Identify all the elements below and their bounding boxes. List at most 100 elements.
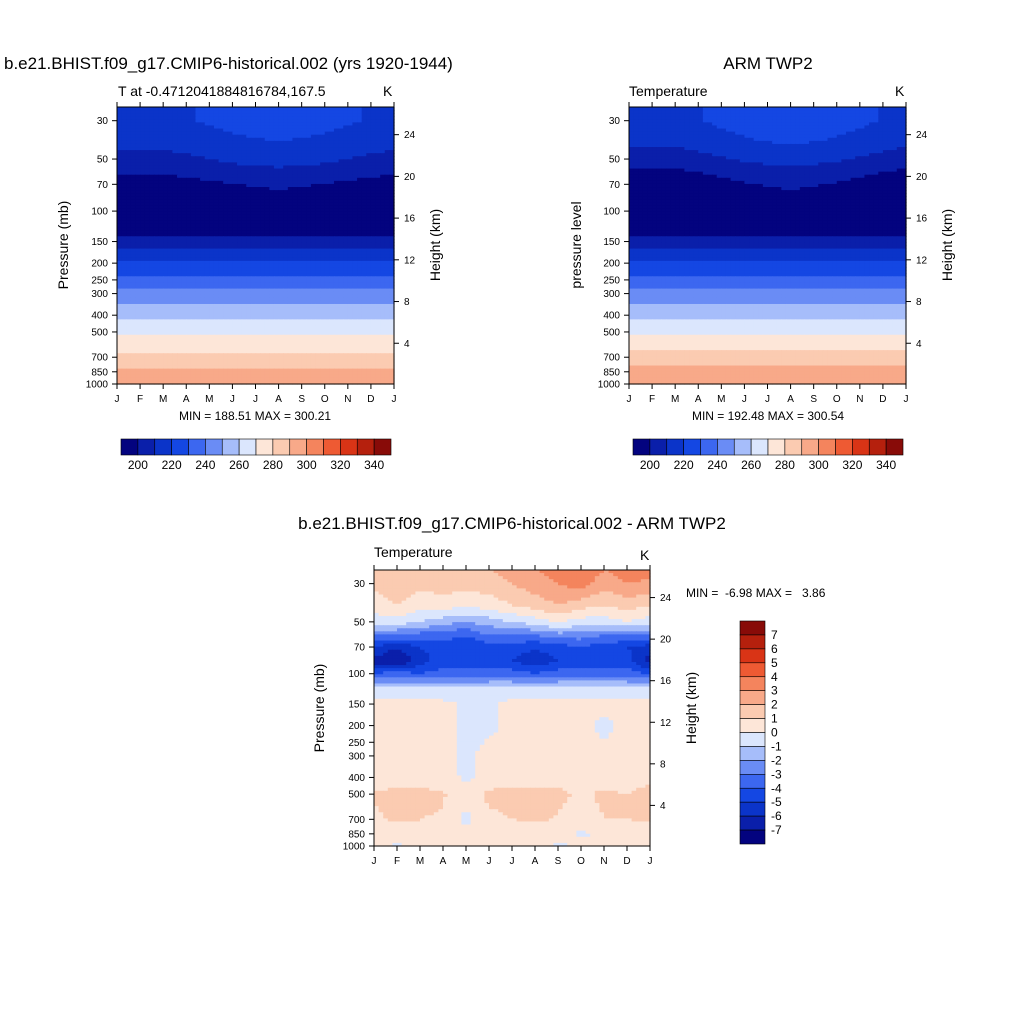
heatmap-cell bbox=[246, 230, 252, 234]
heatmap-cell bbox=[121, 131, 127, 136]
heatmap-cell bbox=[213, 276, 220, 280]
heatmap-cell bbox=[389, 214, 395, 219]
heatmap-cell bbox=[366, 248, 372, 253]
heatmap-cell bbox=[389, 328, 395, 333]
heatmap-cell bbox=[301, 125, 307, 130]
heatmap-cell bbox=[255, 208, 261, 213]
heatmap-cell bbox=[283, 205, 289, 210]
heatmap-cell bbox=[135, 303, 141, 308]
heatmap-cell bbox=[384, 190, 390, 194]
heatmap-cell bbox=[177, 168, 183, 173]
heatmap-cell bbox=[213, 131, 220, 136]
heatmap-cell bbox=[218, 220, 224, 225]
heatmap-cell bbox=[177, 276, 183, 280]
heatmap-cell bbox=[352, 165, 358, 170]
heatmap-cell bbox=[260, 193, 266, 197]
heatmap-cell bbox=[329, 276, 335, 280]
heatmap-cell bbox=[273, 168, 280, 173]
heatmap-cell bbox=[306, 282, 312, 287]
heatmap-cell bbox=[283, 183, 289, 188]
heatmap-cell bbox=[200, 208, 206, 213]
heatmap-cell bbox=[163, 116, 169, 120]
heatmap-cell bbox=[310, 331, 317, 336]
heatmap-cell bbox=[287, 282, 294, 287]
heatmap-cell bbox=[329, 174, 335, 179]
heatmap-cell bbox=[163, 300, 169, 305]
heatmap-cell bbox=[227, 220, 234, 225]
heatmap-cell bbox=[218, 251, 224, 256]
heatmap-cell bbox=[232, 353, 238, 357]
heatmap-cell bbox=[347, 187, 354, 191]
heatmap-cell bbox=[287, 134, 294, 139]
heatmap-cell bbox=[320, 143, 326, 148]
heatmap-cell bbox=[195, 331, 201, 336]
heatmap-cell bbox=[361, 162, 367, 167]
heatmap-cell bbox=[352, 291, 358, 296]
heatmap-cell bbox=[292, 353, 298, 357]
heatmap-cell bbox=[232, 233, 238, 237]
heatmap-cell bbox=[135, 359, 141, 364]
heatmap-cell bbox=[297, 134, 303, 139]
heatmap-cell bbox=[144, 257, 150, 262]
heatmap-cell bbox=[264, 303, 270, 308]
heatmap-cell bbox=[153, 291, 160, 296]
heatmap-cell bbox=[338, 242, 344, 247]
heatmap-cell bbox=[269, 291, 275, 296]
heatmap-cell bbox=[320, 131, 326, 136]
heatmap-cell bbox=[329, 227, 335, 231]
heatmap-cell bbox=[297, 359, 303, 364]
heatmap-cell bbox=[223, 288, 229, 293]
heatmap-cell bbox=[297, 156, 303, 160]
heatmap-cell bbox=[200, 233, 206, 237]
heatmap-cell bbox=[149, 131, 155, 136]
heatmap-cell bbox=[177, 242, 183, 247]
heatmap-cell bbox=[121, 288, 127, 293]
heatmap-cell bbox=[384, 199, 390, 204]
heatmap-cell bbox=[167, 263, 173, 268]
heatmap-cell bbox=[333, 263, 340, 268]
heatmap-cell bbox=[246, 294, 252, 299]
heatmap-cell bbox=[347, 356, 354, 360]
heatmap-cell bbox=[352, 313, 358, 317]
heatmap-cell bbox=[117, 270, 123, 274]
heatmap-cell bbox=[246, 107, 252, 111]
heatmap-cell bbox=[237, 116, 243, 120]
heatmap-cell bbox=[190, 220, 197, 225]
heatmap-cell bbox=[310, 208, 317, 213]
heatmap-cell bbox=[343, 322, 349, 327]
heatmap-cell bbox=[352, 150, 358, 154]
heatmap-cell bbox=[149, 162, 155, 167]
heatmap-cell bbox=[237, 150, 243, 154]
heatmap-cell bbox=[380, 359, 386, 364]
heatmap-cell bbox=[237, 285, 243, 290]
heatmap-cell bbox=[324, 223, 330, 228]
heatmap-cell bbox=[389, 337, 395, 342]
heatmap-cell bbox=[361, 334, 367, 339]
heatmap-cell bbox=[237, 239, 243, 244]
heatmap-cell bbox=[384, 162, 390, 167]
heatmap-cell bbox=[167, 174, 173, 179]
heatmap-cell bbox=[260, 347, 266, 351]
heatmap-cell bbox=[283, 331, 289, 336]
heatmap-cell bbox=[320, 110, 326, 114]
heatmap-cell bbox=[237, 223, 243, 228]
heatmap-cell bbox=[167, 251, 173, 256]
heatmap-cell bbox=[172, 165, 178, 170]
heatmap-cell bbox=[278, 143, 284, 148]
heatmap-cell bbox=[144, 242, 150, 247]
heatmap-cell bbox=[301, 254, 307, 259]
heatmap-cell bbox=[218, 107, 224, 111]
heatmap-cell bbox=[204, 156, 210, 160]
heatmap-cell bbox=[186, 122, 192, 127]
heatmap-cell bbox=[375, 340, 381, 345]
heatmap-cell bbox=[186, 187, 192, 191]
heatmap-cell bbox=[135, 276, 141, 280]
heatmap-cell bbox=[218, 331, 224, 336]
heatmap-cell bbox=[213, 153, 220, 157]
heatmap-cell bbox=[121, 282, 127, 287]
heatmap-cell bbox=[310, 313, 317, 317]
heatmap-cell bbox=[255, 162, 261, 167]
heatmap-cell bbox=[389, 303, 395, 308]
heatmap-cell bbox=[167, 116, 173, 120]
heatmap-cell bbox=[195, 245, 201, 250]
